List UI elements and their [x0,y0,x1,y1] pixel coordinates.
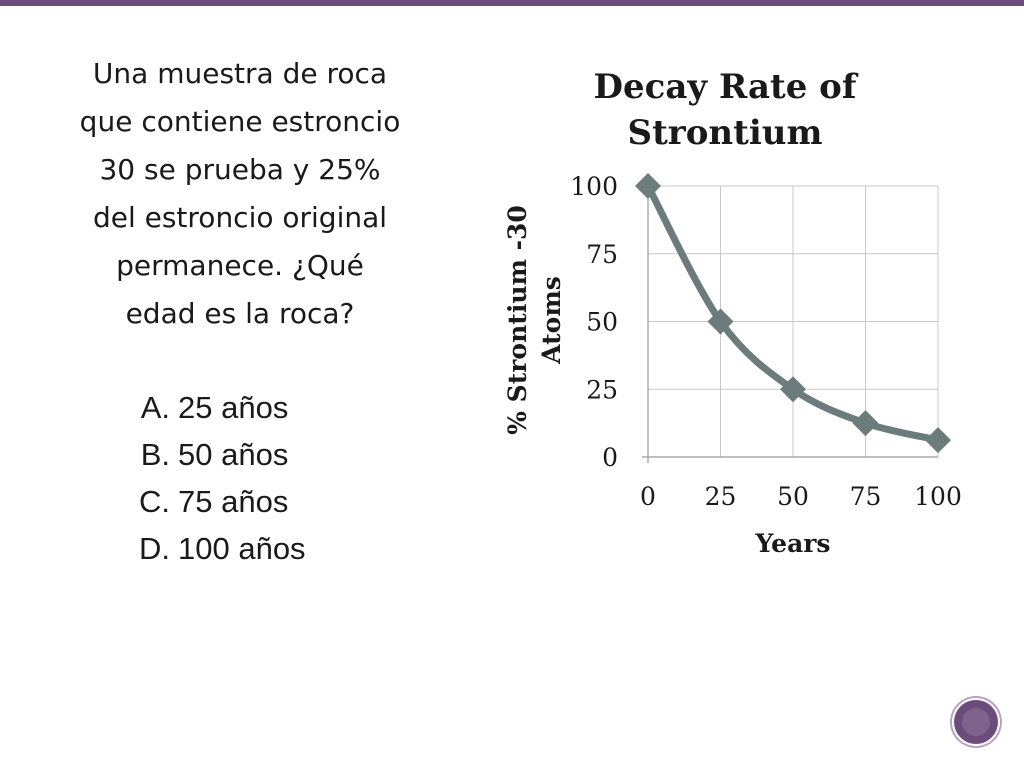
chart-title-line: Strontium [627,113,823,153]
question-line: del estroncio original [92,201,388,234]
question-line: 30 se prueba y 25% [99,153,381,186]
question-line: Una muestra de roca [92,57,388,90]
chart-title: Decay Rate of Strontium [555,64,895,156]
navigation-icon [962,708,990,736]
option-letter: B. [140,437,170,472]
option-letter: A. [140,390,170,425]
option-c[interactable]: C. 75 años [118,478,378,525]
x-tick-label: 75 [850,482,882,511]
data-point-marker [635,173,661,199]
answer-options: A. 25 años B. 50 años C. 75 años D. 100 años [118,384,378,572]
option-d[interactable]: D. 100 años [118,525,378,572]
option-text: 25 años [178,390,289,425]
option-text: 100 años [178,531,306,566]
y-tick-label: 75 [586,240,618,269]
option-text: 50 años [178,437,289,472]
option-letter: C. [139,484,170,519]
y-tick-label: 25 [586,375,618,404]
x-tick-label: 50 [777,482,809,511]
data-point-marker [780,376,806,403]
x-tick-label: 25 [705,482,737,511]
chart-title-line: Decay Rate of [593,67,857,107]
question-text: Una muestra de roca que contiene estronc… [40,50,440,338]
data-point-marker [852,410,879,437]
y-tick-label: 100 [570,172,618,201]
series-line [644,182,942,444]
option-b[interactable]: B. 50 años [118,431,378,478]
question-line: que contiene estroncio [79,105,401,138]
option-text: 75 años [178,484,289,519]
x-tick-label: 0 [640,482,656,511]
decay-chart: 0 25 50 75 100 0 25 50 75 100 Years % Strontium -30… [503,172,962,558]
data-point-marker [707,308,734,335]
question-line: edad es la roca? [125,297,355,330]
y-tick-label: 0 [602,443,618,472]
option-a[interactable]: A. 25 años [118,384,378,431]
y-axis-title-line: % Strontium -30 [503,205,532,435]
option-letter: D. [139,531,170,566]
question-line: permanece. ¿Qué [116,249,364,282]
y-axis-title-line: Atoms [537,276,566,365]
y-tick-label: 50 [586,308,618,337]
y-axis-title: % Strontium -30 Atoms [503,205,566,435]
navigation-button[interactable] [954,700,998,744]
data-point-marker [925,427,951,454]
x-axis-title: Years [754,529,830,558]
x-tick-label: 100 [914,482,962,511]
top-stripe [0,0,1024,6]
